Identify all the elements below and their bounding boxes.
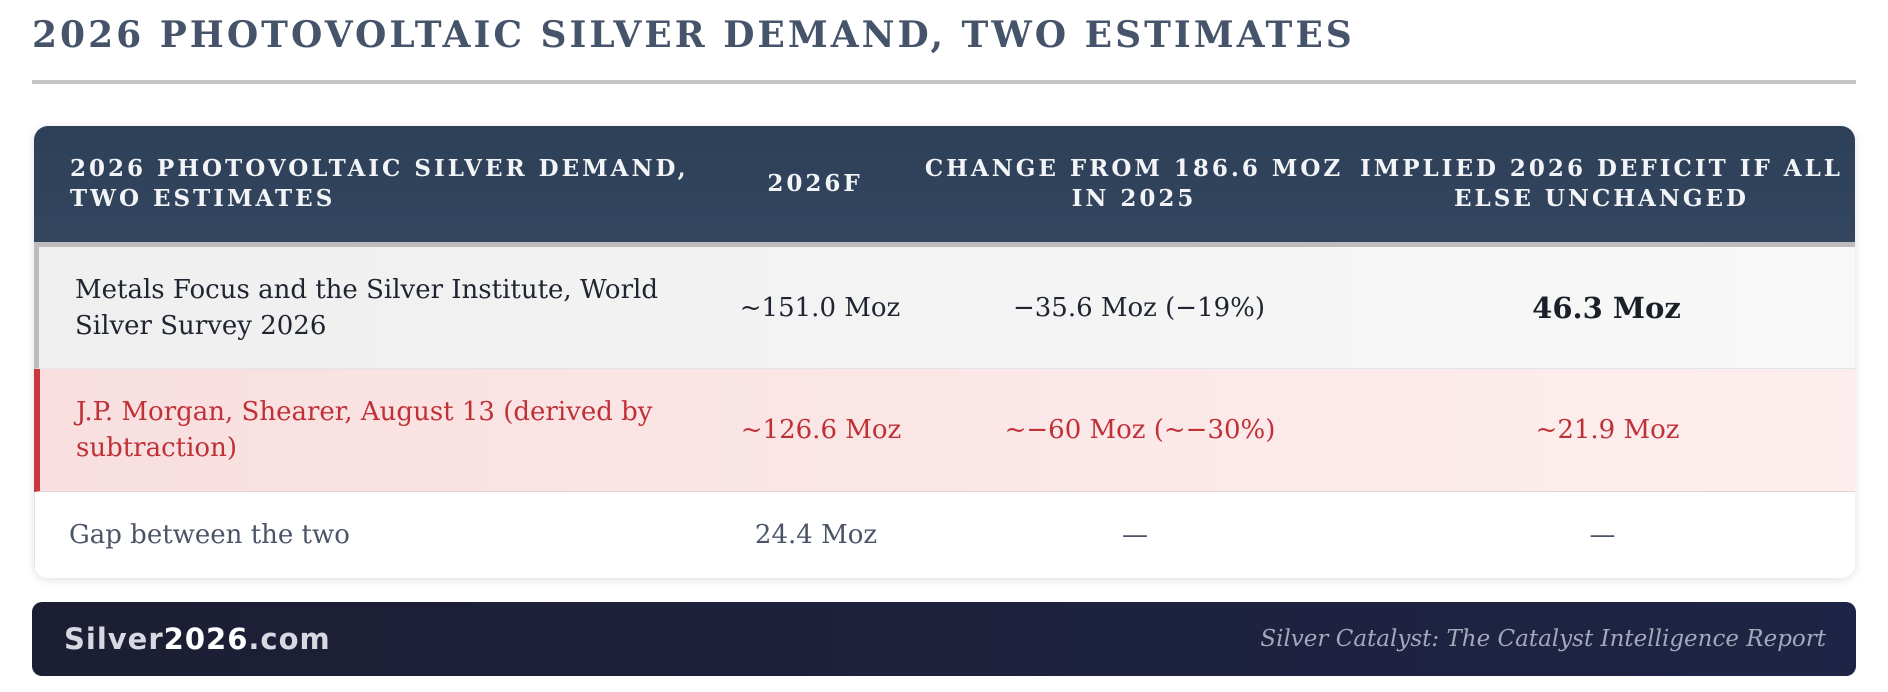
cell-change: −35.6 Moz (−19%) — [1012, 292, 1266, 323]
brand-prefix: Silver — [64, 622, 164, 656]
cell-source: J.P. Morgan, Shearer, August 13 (derived… — [76, 397, 653, 463]
column-header-estimate: 2026 PHOTOVOLTAIC SILVER DEMAND, TWO EST… — [70, 155, 689, 212]
brand-highlight: 2026 — [163, 622, 249, 656]
column-header-2026f: 2026F — [767, 170, 863, 197]
footer-bar: Silver 2026 .com Silver Catalyst: The Cata… — [32, 602, 1856, 676]
column-header-change: CHANGE FROM 186.6 MOZ IN 2025 — [924, 155, 1344, 212]
table-row-highlighted: J.P. Morgan, Shearer, August 13 (derived… — [34, 369, 1855, 492]
brand-suffix: .com — [248, 622, 331, 656]
column-header-deficit: IMPLIED 2026 DEFICIT IF ALL ELSE UNCHANG… — [1360, 155, 1843, 212]
table-row: Metals Focus and the Silver Institute, W… — [34, 247, 1855, 369]
title-divider — [32, 80, 1856, 84]
brand-logo[interactable]: Silver 2026 .com — [64, 602, 331, 676]
page-title: 2026 PHOTOVOLTAIC SILVER DEMAND, TWO EST… — [32, 14, 1355, 56]
cell-deficit: — — [1589, 520, 1616, 550]
cell-2026f: ~151.0 Moz — [739, 292, 901, 323]
table-row-gap: Gap between the two 24.4 Moz — — — [34, 492, 1855, 578]
cell-deficit: 46.3 Moz — [1532, 290, 1681, 325]
estimates-table: 2026 PHOTOVOLTAIC SILVER DEMAND, TWO EST… — [34, 126, 1855, 578]
cell-2026f: 24.4 Moz — [754, 520, 878, 550]
cell-change: ~−60 Moz (~−30%) — [1004, 415, 1276, 445]
cell-2026f: ~126.6 Moz — [740, 415, 902, 445]
cell-source: Metals Focus and the Silver Institute, W… — [75, 274, 658, 341]
table-header-row: 2026 PHOTOVOLTAIC SILVER DEMAND, TWO EST… — [34, 126, 1855, 247]
report-name: Silver Catalyst: The Catalyst Intelligen… — [1260, 626, 1826, 652]
cell-deficit: ~21.9 Moz — [1535, 415, 1680, 445]
cell-change: — — [1122, 520, 1148, 550]
cell-source: Gap between the two — [69, 520, 350, 550]
